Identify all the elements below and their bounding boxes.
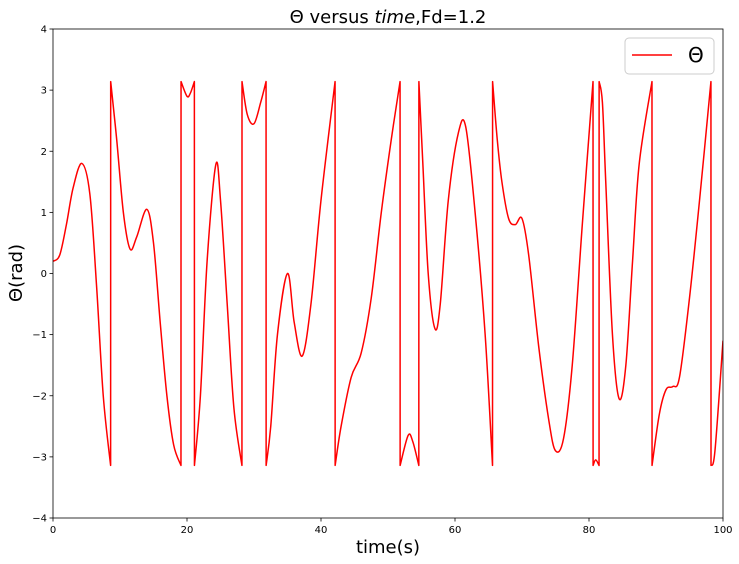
legend-box [624,37,715,75]
x-tick-label: 60 [449,525,462,536]
y-tick-label: 3 [41,86,47,97]
y-tick-label: 1 [41,208,47,219]
x-tick-label: 0 [50,525,56,536]
legend: Θ [624,37,715,75]
y-tick-label: 2 [41,147,47,158]
y-tick-label: −3 [32,452,47,463]
x-axis-label: time(s) [356,537,420,558]
y-tick-label: −4 [32,514,47,525]
plot-background [53,29,723,518]
series-line-theta [53,80,723,467]
x-tick-label: 80 [583,525,596,536]
y-tick-label: 0 [41,269,47,280]
x-tick-label: 100 [713,525,732,536]
y-axis-ticks: −4 −3 −2 −1 0 1 2 3 4 [32,25,53,525]
plot-area [52,28,724,519]
series-layer [53,80,723,467]
chart-title: Θ versus time,Fd=1.2 [290,7,487,28]
y-tick-label: 4 [41,25,47,36]
x-tick-label: 40 [315,525,328,536]
x-tick-label: 20 [181,525,194,536]
y-tick-label: −2 [32,391,47,402]
legend-label-theta: Θ [688,43,704,67]
x-axis-ticks: 0 20 40 60 80 100 [50,518,733,536]
y-tick-label: −1 [32,330,47,341]
y-axis-label: Θ(rad) [6,244,27,302]
